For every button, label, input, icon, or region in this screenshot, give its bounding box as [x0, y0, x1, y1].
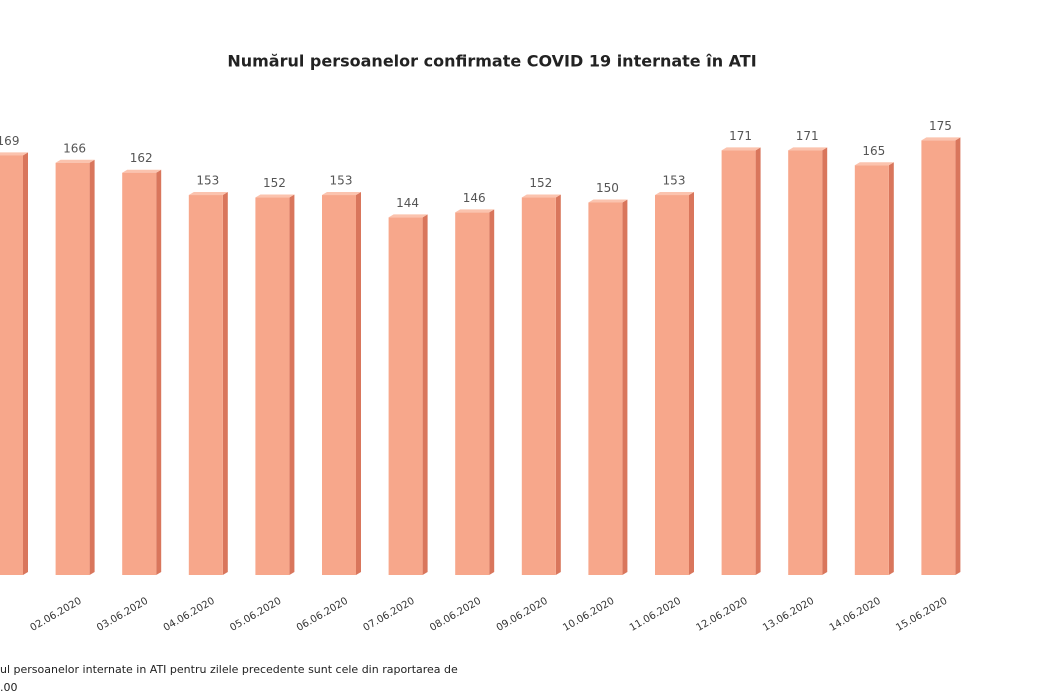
bar-side [888, 162, 894, 575]
bar-top [588, 199, 628, 203]
x-tick-label: 08.06.2020 [428, 596, 483, 634]
value-label: 152 [263, 176, 286, 190]
bar [455, 212, 490, 575]
value-label: 169 [0, 134, 19, 148]
bar [854, 165, 889, 575]
bar-side [755, 147, 761, 575]
value-label: 175 [929, 119, 952, 133]
bar-top [854, 162, 894, 166]
bar-top [55, 159, 95, 163]
bar-top [655, 192, 694, 196]
bar [721, 150, 756, 575]
x-tick-label: 04.06.2020 [162, 596, 217, 634]
bar [788, 150, 823, 575]
bar-side [955, 137, 961, 575]
bar [921, 140, 956, 575]
bar-side [822, 147, 828, 575]
x-tick-label: 07.06.2020 [362, 596, 417, 634]
value-label: 144 [396, 196, 419, 210]
value-label: 153 [663, 174, 686, 188]
bar [322, 195, 356, 576]
bar-side [422, 214, 428, 575]
value-label: 153 [196, 174, 219, 188]
value-label: 171 [729, 129, 752, 143]
bar-top [255, 194, 295, 198]
bar-top [122, 169, 162, 173]
bar-side [356, 192, 361, 576]
value-label: 171 [796, 129, 819, 143]
bar-side [555, 194, 561, 576]
bar-top [0, 152, 28, 156]
bar-top [188, 192, 228, 196]
bar [588, 202, 623, 575]
bar-side [289, 194, 295, 576]
bar-top [322, 192, 361, 196]
value-label: 150 [596, 181, 619, 195]
x-tick-label: 10.06.2020 [561, 596, 616, 634]
x-tick-label: 13.06.2020 [761, 596, 816, 634]
bar [655, 195, 689, 576]
bar-top [388, 214, 428, 218]
x-tick-label: 05.06.2020 [228, 596, 283, 634]
x-tick-label: 06.06.2020 [295, 596, 350, 634]
bar-top [521, 194, 561, 198]
bar-side [23, 152, 28, 576]
bar-top [788, 147, 828, 151]
chart-title: Numărul persoanelor confirmate COVID 19 … [227, 52, 756, 71]
bar [122, 172, 157, 575]
x-tick-label: 12.06.2020 [695, 596, 750, 634]
value-label: 152 [529, 176, 552, 190]
footnote: ul persoanelor internate in ATI pentru z… [0, 663, 458, 676]
bar [188, 195, 223, 576]
bar-side [689, 192, 694, 576]
bar-side [89, 159, 95, 575]
x-tick-label: 14.06.2020 [828, 596, 883, 634]
bar-side [222, 192, 228, 576]
bar-side [489, 209, 495, 575]
bar-top [921, 137, 961, 141]
bar-top [721, 147, 761, 151]
bar [521, 197, 556, 576]
value-label: 162 [130, 151, 153, 165]
bar [255, 197, 290, 576]
x-tick-label: 02.06.2020 [29, 596, 84, 634]
bar [0, 155, 23, 576]
x-tick-label: 11.06.2020 [628, 596, 683, 634]
value-label: 153 [330, 174, 353, 188]
bar-top [455, 209, 495, 213]
x-tick-label: 15.06.2020 [894, 596, 949, 634]
bar-side [156, 169, 162, 575]
value-label: 166 [63, 141, 86, 155]
bar-side [622, 199, 628, 575]
footnote: .00 [0, 681, 18, 694]
value-label: 146 [463, 191, 486, 205]
x-tick-label: 09.06.2020 [495, 596, 550, 634]
bar [388, 217, 423, 575]
x-tick-label: 03.06.2020 [95, 596, 150, 634]
value-label: 165 [862, 144, 885, 158]
bar [55, 162, 90, 575]
